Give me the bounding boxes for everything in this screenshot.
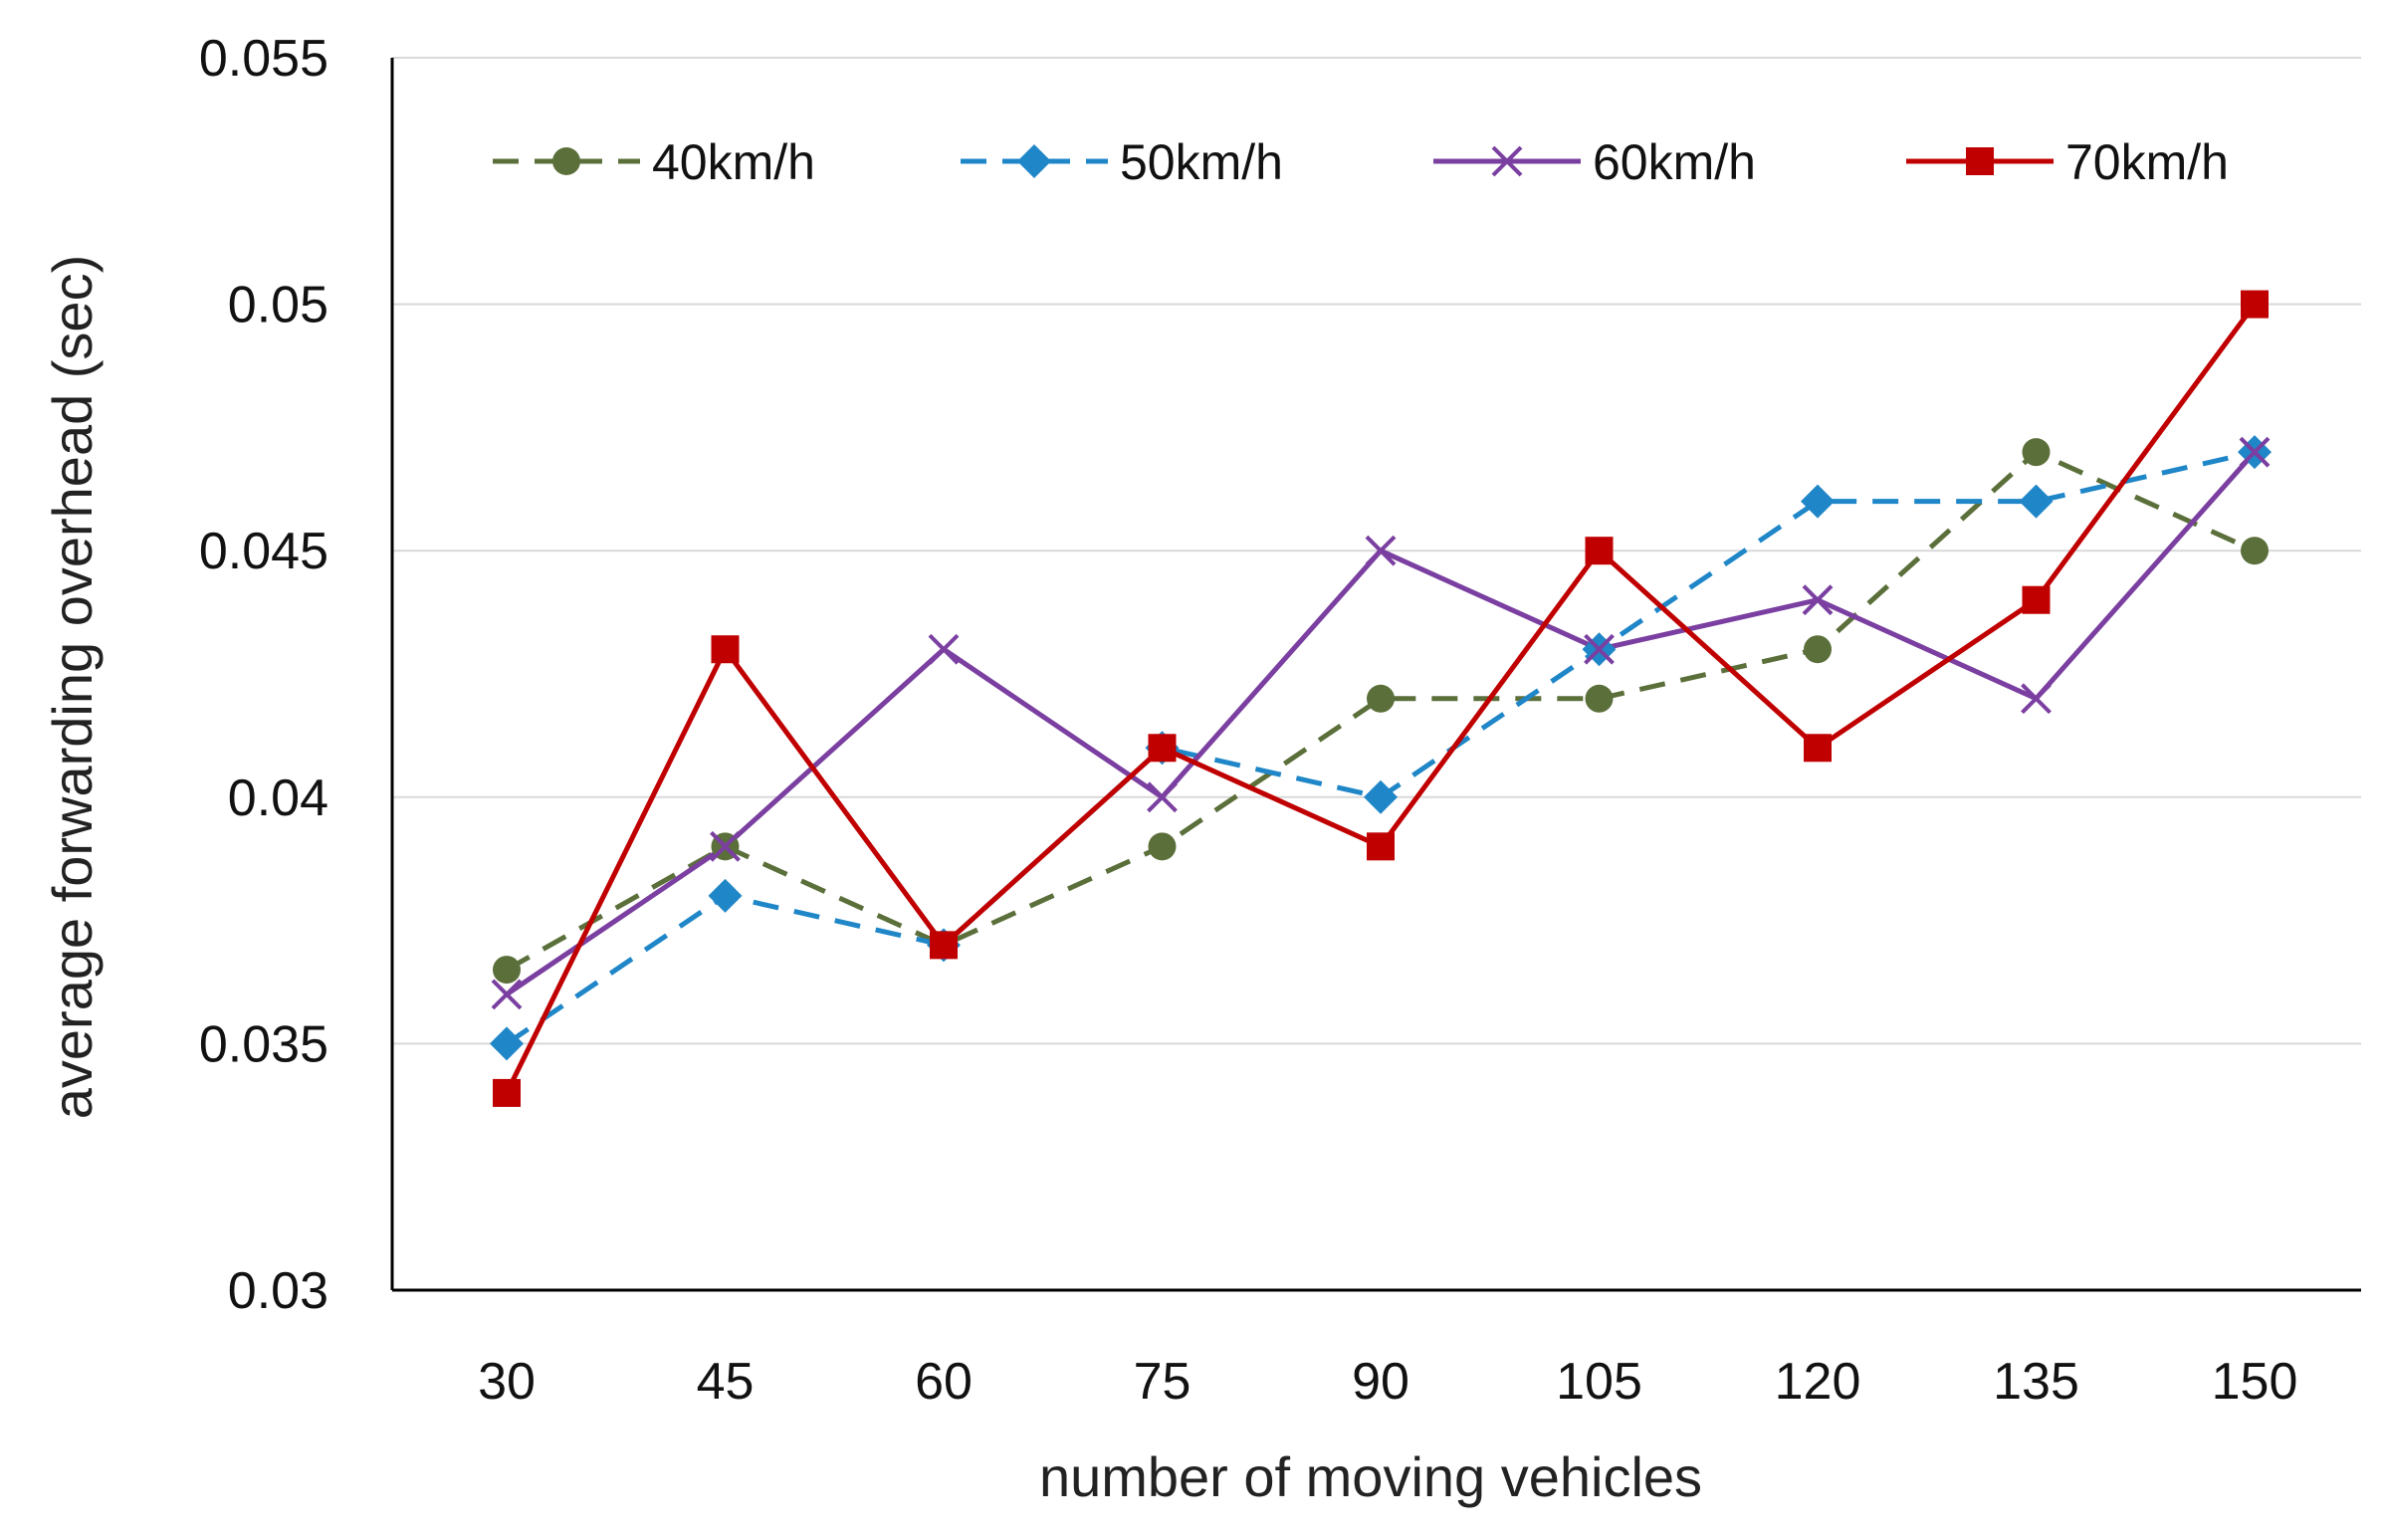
series-line-60km/h: [505, 450, 2257, 996]
legend: 40km/h 50km/h 60km/h 70km/h: [493, 134, 2229, 190]
data-point-70km/h-90: [1367, 832, 1395, 861]
legend-item-50km/h: 50km/h: [961, 134, 1283, 190]
legend-label: 40km/h: [652, 134, 815, 190]
y-tick-label: 0.035: [199, 1015, 328, 1073]
data-point-50km/h-30: [490, 1026, 524, 1061]
legend-swatch-marker: [1966, 147, 1994, 175]
x-tick-label: 45: [697, 1353, 755, 1411]
data-point-40km/h-75: [1148, 832, 1177, 861]
y-tick-label: 0.045: [199, 523, 328, 580]
axes: [390, 58, 2361, 1292]
legend-label: 60km/h: [1593, 134, 1756, 190]
data-point-70km/h-150: [2241, 290, 2269, 319]
gridlines: [392, 57, 2361, 1045]
x-tick-label: 105: [1556, 1353, 1642, 1411]
x-tick-label: 75: [1134, 1353, 1192, 1411]
data-point-40km/h-30: [493, 956, 521, 985]
x-tick-labels: 30 45 60 75 90 105 120 135 150: [478, 1353, 2297, 1411]
legend-label: 70km/h: [2065, 134, 2229, 190]
data-point-60km/h-135: [2021, 683, 2052, 715]
legend-label: 50km/h: [1120, 134, 1283, 190]
legend-swatch-marker: [1491, 145, 1523, 177]
legend-swatch-marker: [552, 147, 580, 175]
legend-item-70km/h: 70km/h: [1906, 134, 2229, 190]
y-tick-label: 0.04: [228, 770, 328, 827]
data-point-50km/h-135: [2019, 484, 2054, 519]
legend-swatch-marker: [1017, 144, 1051, 178]
data-point-40km/h-105: [1585, 684, 1614, 713]
data-point-70km/h-60: [930, 931, 958, 960]
x-tick-label: 150: [2212, 1353, 2298, 1411]
data-point-60km/h-120: [1802, 584, 1834, 616]
x-tick-label: 135: [1993, 1353, 2079, 1411]
data-point-70km/h-120: [1804, 734, 1832, 763]
y-tick-label: 0.05: [228, 277, 328, 334]
legend-item-40km/h: 40km/h: [493, 134, 815, 190]
x-tick-label: 30: [478, 1353, 536, 1411]
data-point-60km/h-30: [491, 979, 523, 1010]
data-point-40km/h-150: [2241, 537, 2269, 565]
y-axis-title: average forwarding overhead (sec): [41, 255, 104, 1119]
data-point-60km/h-45: [710, 830, 741, 862]
data-point-70km/h-135: [2022, 585, 2051, 614]
series-line-50km/h: [505, 449, 2256, 1046]
data-point-50km/h-120: [1801, 484, 1835, 519]
data-point-40km/h-120: [1804, 635, 1832, 664]
x-tick-label: 120: [1775, 1353, 1861, 1411]
data-point-50km/h-90: [1364, 779, 1398, 814]
data-point-60km/h-60: [928, 633, 960, 665]
data-point-70km/h-105: [1585, 537, 1614, 565]
x-tick-label: 90: [1352, 1353, 1409, 1411]
data-point-40km/h-90: [1367, 684, 1395, 713]
data-point-70km/h-30: [493, 1078, 521, 1107]
x-axis-title: number of moving vehicles: [1039, 1445, 1702, 1508]
data-point-60km/h-90: [1365, 535, 1397, 566]
series-markers: [490, 290, 2272, 1107]
data-point-70km/h-45: [711, 635, 740, 664]
x-tick-label: 60: [915, 1353, 973, 1411]
data-point-60km/h-150: [2239, 436, 2271, 468]
data-point-60km/h-105: [1584, 633, 1615, 665]
legend-item-60km/h: 60km/h: [1433, 134, 1756, 190]
data-point-60km/h-75: [1147, 781, 1178, 813]
series-line-40km/h: [505, 449, 2257, 973]
y-tick-labels: 0.03 0.035 0.04 0.045 0.05 0.055: [199, 30, 328, 1320]
y-tick-label: 0.055: [199, 30, 328, 88]
data-point-50km/h-45: [708, 878, 743, 913]
data-point-40km/h-135: [2022, 438, 2051, 467]
y-tick-label: 0.03: [228, 1262, 328, 1320]
data-point-70km/h-75: [1148, 734, 1177, 763]
